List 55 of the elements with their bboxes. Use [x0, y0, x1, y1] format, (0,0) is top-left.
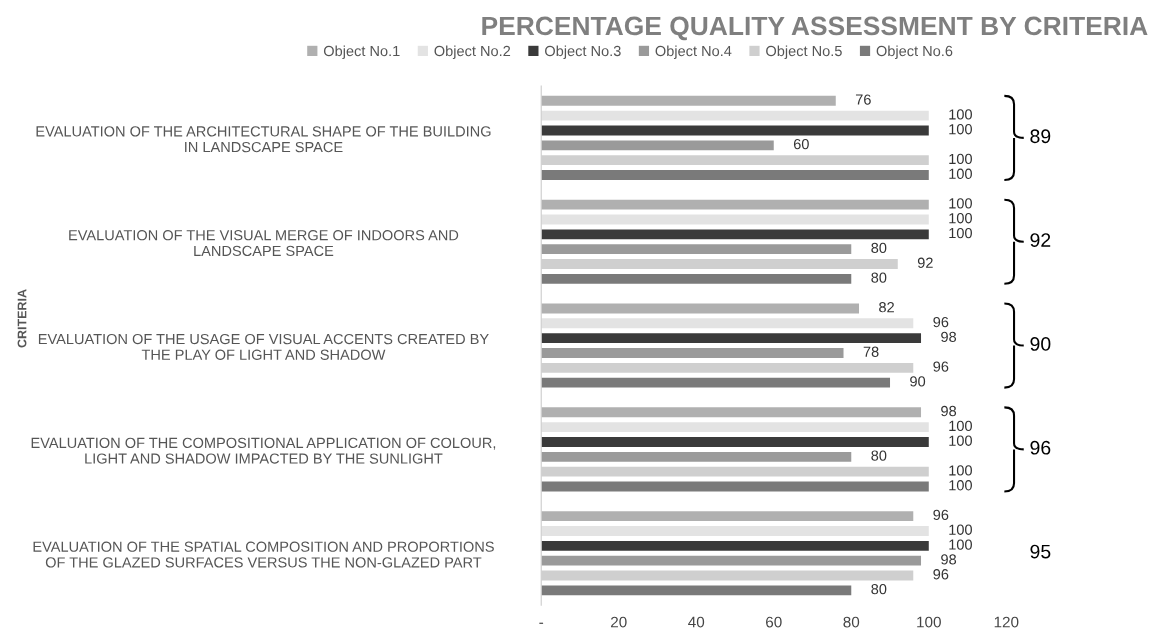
- text: 92: [1030, 233, 1051, 247]
- x-tick-label: 40: [688, 616, 705, 628]
- data-label: 78: [863, 346, 879, 357]
- data-label: 80: [871, 272, 887, 283]
- chart-title: PERCENTAGE QUALITY ASSESSMENT BY CRITERIA: [482, 16, 1148, 41]
- legend-label: Object No.3: [545, 45, 621, 60]
- y-tick-label: EVALUATION OF THE USAGE OF VISUAL ACCENTS CREATED BY THE PLAY OF LIGHT AND SHADOW: [38, 333, 489, 360]
- data-label: 96: [933, 509, 949, 521]
- text: 96: [1030, 440, 1051, 455]
- data-label: 98: [941, 405, 957, 417]
- legend-label: Object No.1: [323, 45, 400, 60]
- data-label: 98: [941, 331, 957, 343]
- y-tick-label: EVALUATION OF THE SPATIAL COMPOSITION AND PROPORTIONS OF THE GLAZED SURFACES VERSUS THE NON-GLAZED PART: [33, 541, 494, 568]
- text: 95: [1030, 544, 1051, 559]
- data-label: 80: [871, 583, 887, 595]
- data-label: 60: [793, 138, 809, 150]
- y-tick-label: EVALUATION OF THE ARCHITECTURAL SHAPE OF THE BUILDING IN LANDSCAPE SPACE: [36, 126, 491, 153]
- data-label: 96: [933, 361, 949, 372]
- data-label: 90: [910, 376, 926, 387]
- data-label: 82: [879, 302, 894, 313]
- data-label: 100: [949, 524, 972, 535]
- x-tick-label: 100: [917, 616, 941, 628]
- x-tick-label: -: [539, 622, 544, 624]
- data-label: 100: [949, 420, 972, 432]
- data-label: 100: [949, 109, 972, 120]
- legend-label: Object No.4: [655, 45, 732, 60]
- data-label: 98: [941, 554, 957, 565]
- y-tick-label: EVALUATION OF THE VISUAL MERGE OF INDOORS AND LANDSCAPE SPACE: [69, 230, 459, 257]
- data-label: 100: [949, 213, 972, 224]
- x-tick-label: 60: [766, 616, 782, 628]
- text: 89: [1030, 129, 1051, 144]
- x-tick-label: 120: [994, 616, 1019, 628]
- x-tick-label: 80: [843, 616, 860, 628]
- data-label: 100: [949, 168, 972, 179]
- data-label: 92: [917, 257, 933, 268]
- data-label: 96: [933, 569, 949, 580]
- data-label: 76: [855, 94, 871, 105]
- legend-label: Object No.2: [434, 45, 511, 60]
- data-label: 100: [949, 465, 972, 476]
- data-label: 80: [871, 450, 887, 461]
- data-label: 80: [871, 242, 887, 254]
- data-label: 100: [949, 227, 972, 239]
- legend-label: Object No.6: [876, 45, 953, 60]
- x-tick-label: 20: [611, 616, 627, 628]
- legend-label: Object No.5: [766, 45, 842, 60]
- text: 90: [1030, 337, 1051, 351]
- data-label: 100: [949, 480, 972, 491]
- data-label: 100: [949, 124, 972, 135]
- data-label: 100: [949, 539, 972, 550]
- data-label: 100: [949, 198, 972, 209]
- y-axis-title: CRITERIA: [17, 289, 27, 348]
- data-label: 96: [933, 316, 949, 328]
- data-label: 100: [949, 153, 972, 165]
- y-tick-label: EVALUATION OF THE COMPOSITIONAL APPLICATION OF COLOUR, LIGHT AND SHADOW IMPACTED BY THE SUNLIGHT: [31, 437, 496, 464]
- data-label: 100: [949, 435, 972, 446]
